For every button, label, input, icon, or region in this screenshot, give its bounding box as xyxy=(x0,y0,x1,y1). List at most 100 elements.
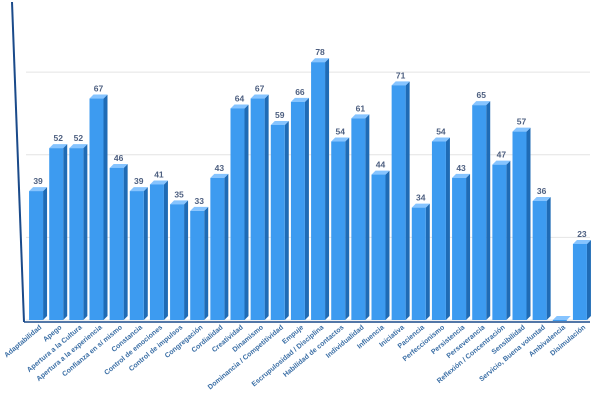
bar-face xyxy=(452,173,471,178)
bar-face xyxy=(230,108,245,320)
bar xyxy=(331,137,350,320)
bar-face xyxy=(270,120,289,125)
bar-face xyxy=(371,170,390,175)
bar-face xyxy=(351,114,370,119)
bar-face xyxy=(89,98,104,321)
bar-face xyxy=(546,197,551,320)
x-tick-label: Disimulación xyxy=(549,324,587,357)
bar-face xyxy=(472,101,491,106)
bar-face xyxy=(270,124,285,320)
bar-face xyxy=(586,239,591,320)
bar-face xyxy=(123,163,128,320)
bar-face xyxy=(129,187,148,192)
bar xyxy=(371,170,390,320)
bar-face xyxy=(170,204,185,320)
bar-face xyxy=(204,206,209,320)
value-label: 67 xyxy=(255,84,265,94)
bar-face xyxy=(29,187,48,192)
bar-face xyxy=(264,94,269,321)
bar-face xyxy=(224,173,229,320)
bar-face xyxy=(170,200,189,205)
bar-face xyxy=(391,85,406,320)
bar-face xyxy=(472,105,487,320)
bar-face xyxy=(445,137,450,320)
bar-face xyxy=(109,163,128,168)
bar-face xyxy=(149,184,164,320)
bar-face xyxy=(365,114,370,321)
bar-face xyxy=(572,243,587,320)
bar xyxy=(49,144,68,320)
value-label: 59 xyxy=(275,110,285,120)
bar-face xyxy=(371,174,386,320)
bar-face xyxy=(49,144,68,149)
bar-face xyxy=(244,104,249,320)
value-label: 23 xyxy=(577,229,587,239)
bar-face xyxy=(311,58,330,63)
value-label: 33 xyxy=(194,196,204,206)
value-label: 61 xyxy=(356,103,366,113)
bar-face xyxy=(311,62,326,320)
bar-face xyxy=(331,137,350,142)
bar-face xyxy=(43,187,48,320)
bar-face xyxy=(405,81,410,320)
bar-face xyxy=(532,197,551,202)
bar-face xyxy=(163,180,168,320)
bar-face xyxy=(210,177,225,320)
bar xyxy=(109,163,128,320)
value-label: 71 xyxy=(396,70,406,80)
value-label: 34 xyxy=(416,193,426,203)
bar-face xyxy=(89,94,108,99)
bar-face xyxy=(411,203,430,208)
bar-face xyxy=(431,137,450,142)
value-label: 47 xyxy=(497,150,507,160)
value-label: 54 xyxy=(436,127,446,137)
bar-face xyxy=(250,98,265,321)
bar xyxy=(190,206,209,320)
bar-face xyxy=(149,180,168,185)
bar xyxy=(452,173,471,320)
value-label: 52 xyxy=(53,133,63,143)
bar xyxy=(512,127,531,320)
value-label: 39 xyxy=(134,176,144,186)
bar-face xyxy=(466,173,471,320)
bar-face xyxy=(452,177,467,320)
bar xyxy=(290,97,309,320)
value-label: 67 xyxy=(94,84,104,94)
bar xyxy=(69,144,88,320)
bar xyxy=(431,137,450,320)
bar-face xyxy=(325,58,330,320)
bar-face xyxy=(304,97,309,320)
bar xyxy=(210,173,229,320)
bar-face xyxy=(284,120,289,320)
bar xyxy=(552,316,571,321)
value-label: 36 xyxy=(537,186,547,196)
value-label: 65 xyxy=(476,90,486,100)
bar-face xyxy=(385,170,390,320)
bar-face xyxy=(506,160,511,320)
bar-face xyxy=(230,104,249,109)
value-label: 78 xyxy=(315,47,325,57)
bar-face xyxy=(512,131,527,320)
value-label: 54 xyxy=(335,127,345,137)
bar-face xyxy=(492,160,511,165)
value-label: 44 xyxy=(376,160,386,170)
bar-face xyxy=(552,320,567,321)
bar-face xyxy=(552,316,571,320)
value-label: 52 xyxy=(74,133,84,143)
bar xyxy=(89,94,108,321)
bar-face xyxy=(250,94,269,99)
bar xyxy=(411,203,430,320)
bar-face xyxy=(431,141,446,320)
bar xyxy=(129,187,148,320)
bar xyxy=(149,180,168,320)
bar-face xyxy=(351,118,366,321)
bar xyxy=(230,104,249,320)
bar-face xyxy=(290,97,309,102)
bar-face xyxy=(345,137,350,320)
bar-face xyxy=(190,210,205,320)
bar-face xyxy=(63,144,68,320)
bar-face xyxy=(69,144,88,149)
bar xyxy=(532,197,551,320)
bar xyxy=(311,58,330,320)
bar-face xyxy=(486,101,491,320)
